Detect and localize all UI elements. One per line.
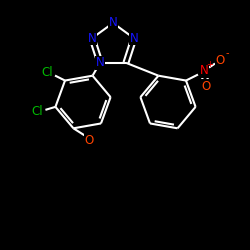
- Text: N: N: [96, 56, 104, 69]
- Text: N: N: [88, 32, 96, 45]
- Text: +: +: [206, 60, 214, 69]
- Text: N: N: [108, 16, 118, 30]
- Text: O: O: [201, 80, 210, 93]
- Text: Cl: Cl: [32, 105, 43, 118]
- Text: O: O: [85, 134, 94, 147]
- Text: N: N: [200, 64, 208, 77]
- Text: O: O: [215, 54, 224, 67]
- Text: -: -: [225, 48, 229, 58]
- Text: N: N: [130, 32, 138, 45]
- Text: Cl: Cl: [41, 66, 53, 79]
